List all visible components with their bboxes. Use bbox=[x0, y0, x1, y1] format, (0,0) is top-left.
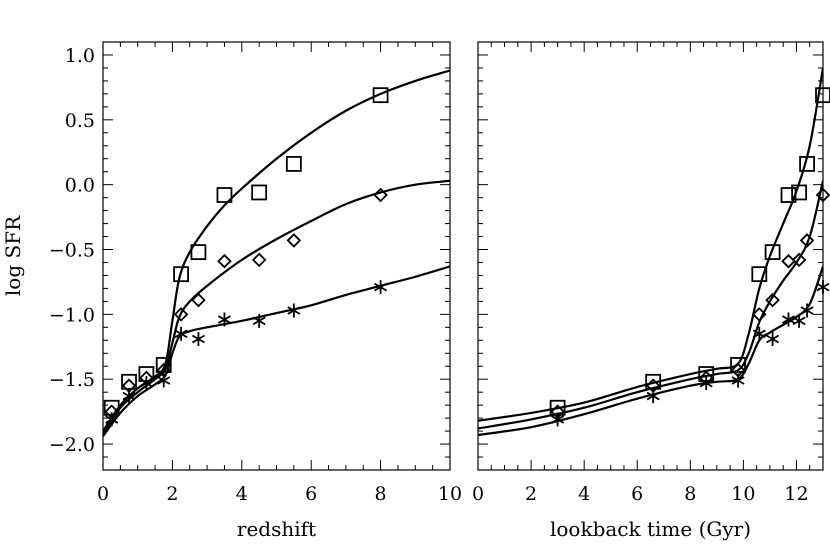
square-marker bbox=[815, 87, 830, 104]
diamond-marker bbox=[815, 187, 830, 203]
y-tick-label: −0.5 bbox=[49, 240, 95, 262]
asterisk-marker bbox=[157, 373, 171, 388]
asterisk-series-curve bbox=[103, 265, 450, 437]
panel-redshift: 0 2 4 6 8 10 −2.0 −1.5 −1.0 −0.5 0.0 0.5 1.0 redshift… bbox=[1, 41, 462, 541]
y-tick-label: −2.0 bbox=[49, 434, 95, 456]
diamond-series-curve bbox=[103, 179, 450, 435]
x-tick-label: 4 bbox=[578, 483, 590, 505]
asterisk-marker bbox=[287, 303, 301, 318]
square-marker bbox=[173, 266, 189, 283]
asterisk-marker bbox=[766, 332, 780, 347]
y-tick-label: 0.5 bbox=[65, 110, 95, 132]
square-marker bbox=[190, 244, 207, 261]
diamond-marker bbox=[373, 187, 388, 203]
x-tick-label: 4 bbox=[236, 483, 248, 505]
diamond-marker bbox=[217, 253, 232, 269]
asterisk-series-curve bbox=[478, 266, 823, 437]
square-marker bbox=[285, 156, 302, 172]
square-marker bbox=[216, 187, 233, 203]
asterisk-marker bbox=[731, 373, 745, 388]
x-axis-label: redshift bbox=[237, 517, 316, 541]
square-marker bbox=[251, 184, 268, 201]
asterisk-marker bbox=[551, 412, 565, 427]
x-tick-label: 6 bbox=[305, 483, 317, 505]
asterisk-marker bbox=[792, 313, 806, 328]
square-marker bbox=[121, 373, 137, 390]
asterisk-marker bbox=[752, 326, 766, 341]
diamond-marker bbox=[781, 253, 796, 269]
square-marker bbox=[791, 184, 808, 201]
x-tick-label: 8 bbox=[375, 483, 387, 505]
y-tick-label: 1.0 bbox=[65, 45, 95, 67]
asterisk-marker bbox=[191, 332, 205, 347]
asterisk-marker bbox=[139, 376, 153, 391]
diamond-marker bbox=[191, 292, 206, 308]
x-tick-label: 8 bbox=[684, 483, 696, 505]
asterisk-marker bbox=[699, 376, 713, 391]
plot-frame bbox=[102, 41, 451, 471]
asterisk-marker bbox=[252, 313, 266, 328]
diamond-marker bbox=[752, 307, 767, 322]
y-tick-label: 0.0 bbox=[65, 175, 95, 197]
x-tick-label: 6 bbox=[631, 483, 643, 505]
panel-lookback-time: 0 2 4 6 8 10 12 lookback time (Gyr) bbox=[472, 41, 830, 541]
x-tick-label: 0 bbox=[472, 483, 484, 505]
square-marker bbox=[764, 244, 781, 261]
asterisk-marker bbox=[816, 280, 830, 295]
asterisk-marker bbox=[217, 312, 231, 327]
diamond-marker bbox=[173, 307, 189, 322]
x-tick-label: 2 bbox=[525, 483, 537, 505]
plot-frame bbox=[477, 41, 824, 471]
diamond-marker bbox=[791, 252, 807, 268]
x-tick-label: 2 bbox=[166, 483, 178, 505]
square-marker bbox=[780, 187, 797, 203]
square-marker bbox=[730, 357, 746, 373]
x-tick-label: 12 bbox=[784, 483, 808, 505]
diamond-marker bbox=[799, 233, 815, 248]
diamond-series-curve bbox=[478, 180, 823, 430]
y-tick-label: −1.0 bbox=[49, 304, 95, 326]
diamond-marker bbox=[286, 233, 302, 248]
square-marker bbox=[799, 156, 815, 172]
asterisk-marker bbox=[105, 412, 119, 427]
y-axis-label: log SFR bbox=[1, 215, 25, 296]
diamond-marker bbox=[251, 252, 267, 268]
asterisk-marker bbox=[174, 326, 188, 341]
asterisk-marker bbox=[646, 389, 660, 404]
asterisk-marker bbox=[374, 280, 388, 295]
square-marker bbox=[751, 266, 768, 283]
square-series-curve bbox=[478, 67, 823, 422]
diamond-marker bbox=[765, 292, 780, 308]
y-tick-label: −1.5 bbox=[49, 369, 95, 391]
x-axis-label: lookback time (Gyr) bbox=[550, 517, 751, 541]
asterisk-marker bbox=[122, 389, 136, 404]
x-tick-label: 0 bbox=[97, 483, 109, 505]
x-tick-label: 10 bbox=[731, 483, 755, 505]
square-marker bbox=[372, 87, 389, 104]
asterisk-marker bbox=[800, 303, 814, 318]
asterisk-marker bbox=[781, 312, 796, 327]
square-series-curve bbox=[103, 69, 450, 432]
x-tick-label: 10 bbox=[438, 483, 462, 505]
